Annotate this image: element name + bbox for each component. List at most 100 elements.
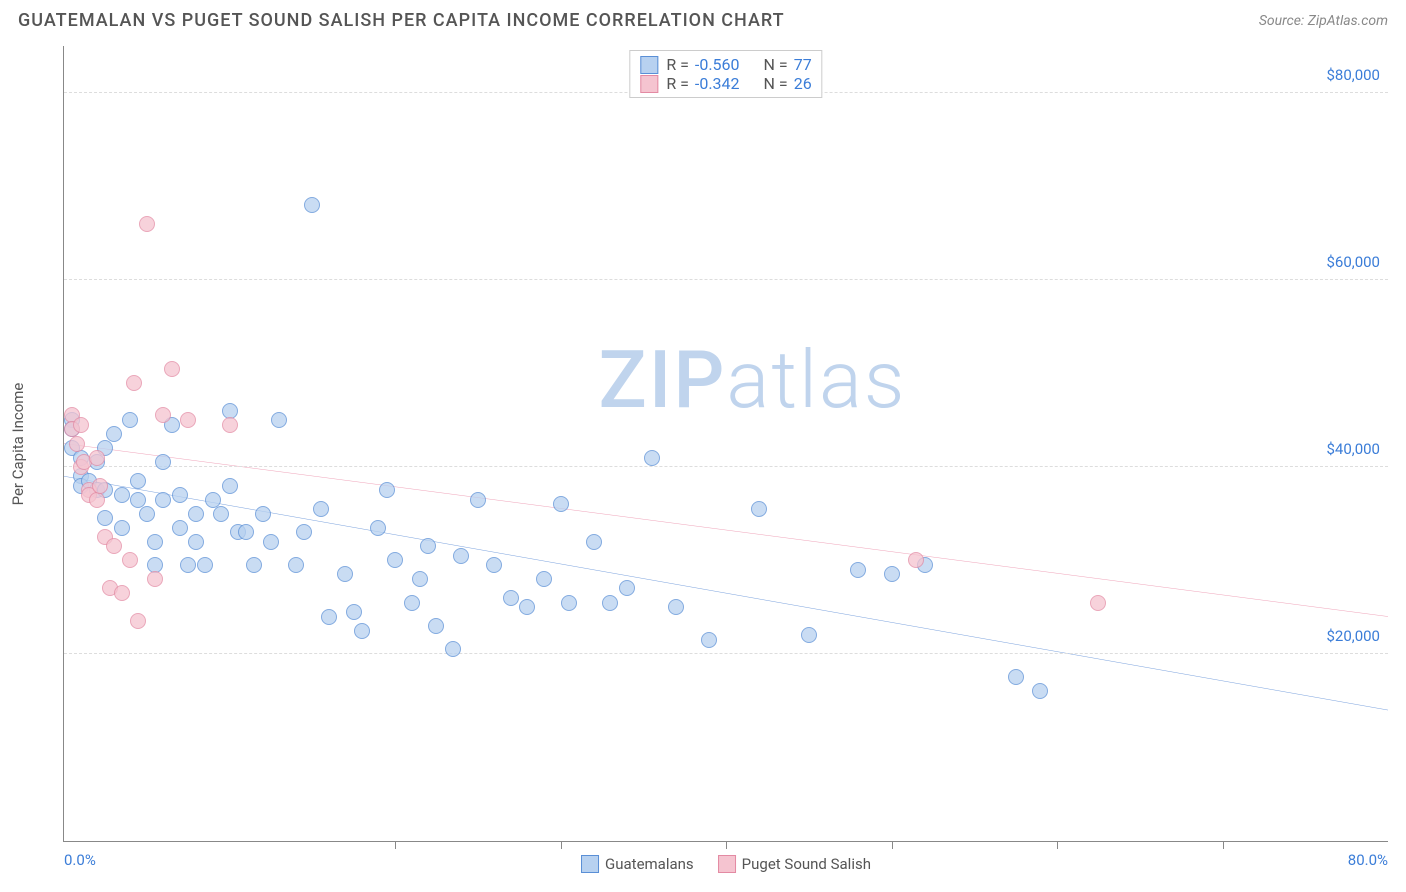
data-point bbox=[536, 571, 552, 587]
x-tick-label: 0.0% bbox=[64, 851, 96, 869]
data-point bbox=[188, 506, 204, 522]
data-point bbox=[172, 520, 188, 536]
data-point bbox=[379, 482, 395, 498]
data-point bbox=[106, 426, 122, 442]
data-point bbox=[801, 627, 817, 643]
chart-title: GUATEMALAN VS PUGET SOUND SALISH PER CAP… bbox=[18, 10, 785, 31]
data-point bbox=[114, 487, 130, 503]
data-point bbox=[172, 487, 188, 503]
x-tick bbox=[1223, 841, 1224, 849]
y-tick-label: $20,000 bbox=[1326, 627, 1380, 645]
data-point bbox=[404, 595, 420, 611]
data-point bbox=[122, 412, 138, 428]
data-point bbox=[155, 407, 171, 423]
data-point bbox=[180, 557, 196, 573]
data-point bbox=[130, 613, 146, 629]
data-point bbox=[346, 604, 362, 620]
data-point bbox=[1032, 683, 1048, 699]
series-legend-label: Guatemalans bbox=[605, 855, 694, 873]
data-point bbox=[908, 552, 924, 568]
data-point bbox=[139, 216, 155, 232]
legend-r-value: -0.560 bbox=[695, 55, 740, 74]
data-point bbox=[519, 599, 535, 615]
y-tick-label: $60,000 bbox=[1326, 253, 1380, 271]
data-point bbox=[114, 585, 130, 601]
legend-n-label: N = bbox=[764, 55, 788, 74]
data-point bbox=[701, 632, 717, 648]
data-point bbox=[619, 580, 635, 596]
data-point bbox=[130, 473, 146, 489]
data-point bbox=[92, 478, 108, 494]
data-point bbox=[147, 534, 163, 550]
data-point bbox=[561, 595, 577, 611]
legend-swatch bbox=[718, 855, 736, 873]
x-tick bbox=[726, 841, 727, 849]
gridline-horizontal bbox=[64, 466, 1388, 467]
data-point bbox=[89, 492, 105, 508]
data-point bbox=[850, 562, 866, 578]
plot-region: ZIPatlas R =-0.560N =77R =-0.342N =26 Gu… bbox=[63, 46, 1388, 842]
y-tick-label: $40,000 bbox=[1326, 440, 1380, 458]
data-point bbox=[644, 450, 660, 466]
data-point bbox=[1090, 595, 1106, 611]
data-point bbox=[271, 412, 287, 428]
data-point bbox=[197, 557, 213, 573]
y-axis-label: Per Capita Income bbox=[9, 383, 27, 506]
data-point bbox=[1008, 669, 1024, 685]
data-point bbox=[255, 506, 271, 522]
data-point bbox=[263, 534, 279, 550]
correlation-legend-row: R = -0.560 N = 77 bbox=[640, 55, 811, 74]
x-tick bbox=[1057, 841, 1058, 849]
data-point bbox=[155, 454, 171, 470]
gridline-horizontal bbox=[64, 653, 1388, 654]
data-point bbox=[106, 538, 122, 554]
data-point bbox=[89, 450, 105, 466]
data-point bbox=[453, 548, 469, 564]
data-point bbox=[288, 557, 304, 573]
data-point bbox=[553, 496, 569, 512]
series-legend-item: Guatemalans bbox=[581, 855, 694, 873]
data-point bbox=[188, 534, 204, 550]
watermark-light: atlas bbox=[726, 333, 906, 427]
series-legend: Guatemalans Puget Sound Salish bbox=[581, 855, 871, 873]
data-point bbox=[337, 566, 353, 582]
correlation-legend-row: R =-0.342N =26 bbox=[640, 74, 811, 93]
data-point bbox=[354, 623, 370, 639]
x-tick bbox=[892, 841, 893, 849]
data-point bbox=[238, 524, 254, 540]
data-point bbox=[73, 417, 89, 433]
trendlines-svg bbox=[64, 46, 1388, 841]
correlation-legend: R =-0.560N =77R =-0.342N =26 bbox=[629, 50, 822, 98]
data-point bbox=[313, 501, 329, 517]
data-point bbox=[69, 436, 85, 452]
data-point bbox=[222, 417, 238, 433]
data-point bbox=[445, 641, 461, 657]
source-attribution: Source: ZipAtlas.com bbox=[1259, 13, 1388, 29]
legend-n-value: 26 bbox=[794, 74, 812, 93]
data-point bbox=[246, 557, 262, 573]
data-point bbox=[428, 618, 444, 634]
data-point bbox=[296, 524, 312, 540]
data-point bbox=[884, 566, 900, 582]
trend-line bbox=[64, 444, 1388, 617]
legend-r-label: R = bbox=[666, 74, 689, 93]
legend-n-value: 77 bbox=[794, 55, 812, 74]
chart-container: GUATEMALAN VS PUGET SOUND SALISH PER CAP… bbox=[0, 0, 1406, 892]
data-point bbox=[370, 520, 386, 536]
x-tick bbox=[395, 841, 396, 849]
data-point bbox=[486, 557, 502, 573]
data-point bbox=[503, 590, 519, 606]
data-point bbox=[213, 506, 229, 522]
header: GUATEMALAN VS PUGET SOUND SALISH PER CAP… bbox=[0, 0, 1406, 35]
watermark: ZIPatlas bbox=[598, 333, 906, 427]
legend-r-label: R = bbox=[666, 55, 689, 74]
legend-n-label: N = bbox=[764, 74, 788, 93]
series-legend-label: Puget Sound Salish bbox=[742, 855, 871, 873]
data-point bbox=[668, 599, 684, 615]
chart-area: Per Capita Income ZIPatlas R =-0.560N =7… bbox=[18, 46, 1388, 842]
data-point bbox=[470, 492, 486, 508]
data-point bbox=[147, 571, 163, 587]
data-point bbox=[321, 609, 337, 625]
gridline-horizontal bbox=[64, 279, 1388, 280]
x-tick-label: 80.0% bbox=[1348, 851, 1388, 869]
